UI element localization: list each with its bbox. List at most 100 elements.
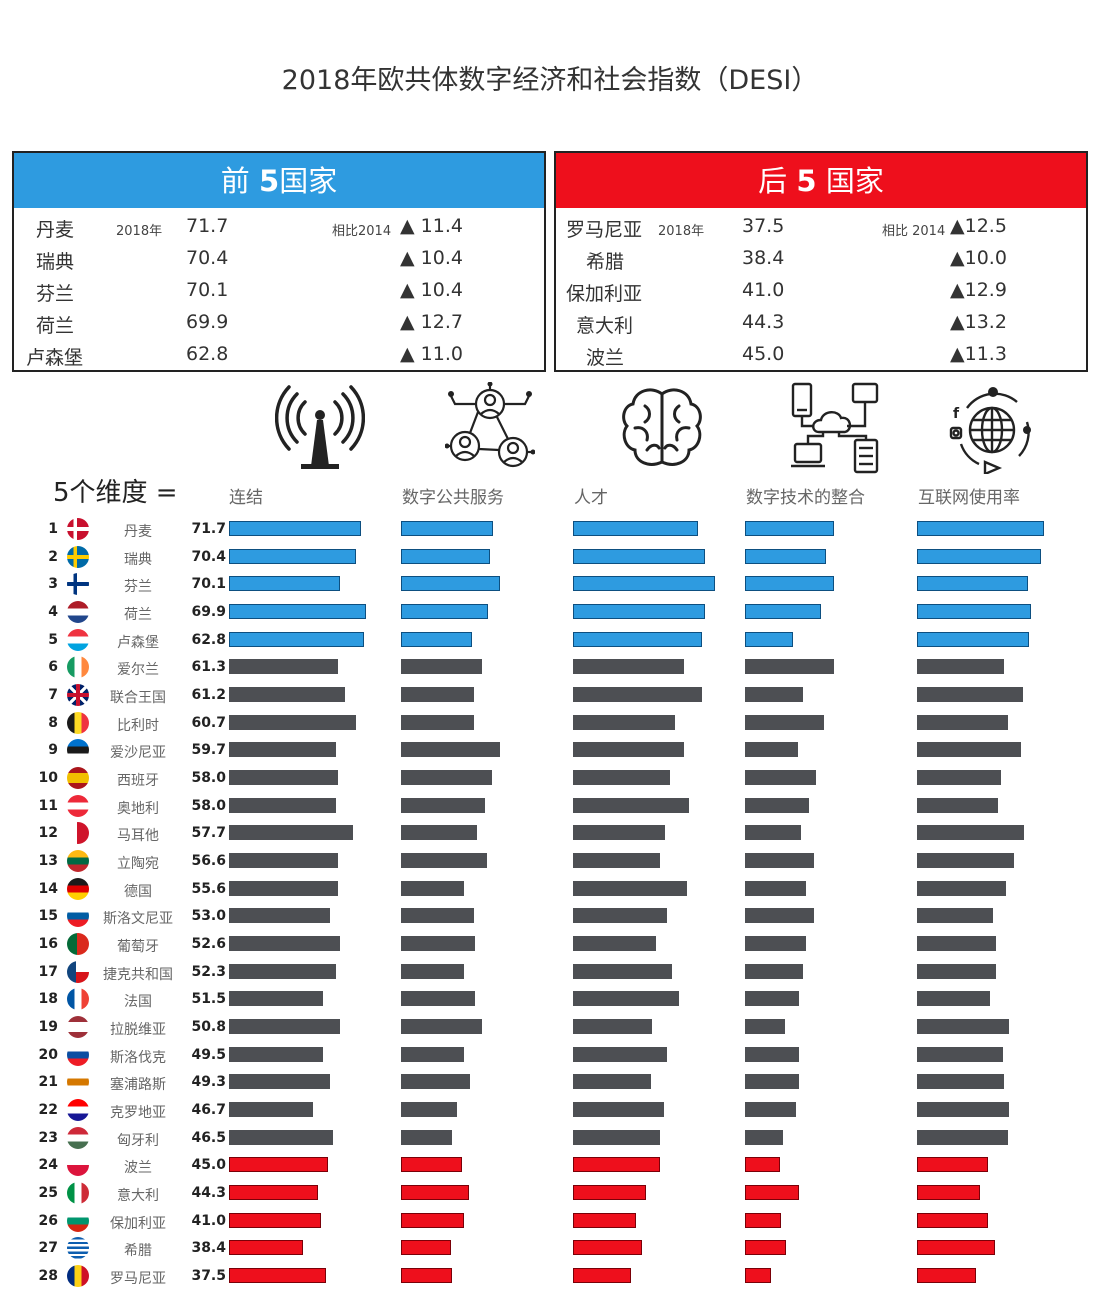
bar-5 [917,935,997,951]
country-name: 克罗地亚 [110,1104,166,1121]
bottom5-country: 希腊 [586,251,625,273]
table-row: 7 联合王国 61.2 [0,681,1100,709]
bar-3 [573,797,689,813]
desi-score: 37.5 [191,1267,226,1284]
bottom5-row: 希腊 38.4 ▲10.0 [556,243,1086,275]
desi-score: 61.3 [191,659,226,676]
table-row: 23 匈牙利 46.5 [0,1124,1100,1152]
table-row: 28 罗马尼亚 37.5 [0,1262,1100,1290]
rank-number: 27 [38,1240,58,1257]
desi-score: 60.7 [191,714,226,731]
country-name: 瑞典 [124,551,152,568]
top5-year-label: 2018年 [116,224,163,239]
top5-change: ▲ 11.4 [400,215,463,237]
bar-5 [917,714,1008,730]
flag-icon [67,988,89,1011]
flag-icon [67,932,89,955]
bar-4 [745,603,821,619]
country-name: 卢森堡 [117,634,159,651]
bottom5-country: 罗马尼亚 [566,219,643,241]
bar-1 [229,1267,327,1283]
table-row: 20 斯洛伐克 49.5 [0,1041,1100,1069]
bar-5 [917,1074,1005,1090]
bar-5 [917,1157,988,1173]
bar-5 [917,659,1005,675]
bar-3 [573,825,666,841]
bar-1 [229,880,338,896]
rank-number: 26 [38,1212,58,1229]
bar-1 [229,742,337,758]
top5-country: 芬兰 [36,283,75,305]
country-name: 法国 [124,994,152,1011]
country-name: 匈牙利 [117,1132,159,1149]
country-name: 斯洛伐克 [110,1049,166,1066]
desi-score: 55.6 [191,880,226,897]
country-name: 罗马尼亚 [110,1270,166,1287]
top5-header-suffix: 国家 [279,164,338,198]
bar-1 [229,769,338,785]
bar-5 [917,1212,988,1228]
flag-icon [67,794,89,817]
top5-score: 70.1 [186,279,229,301]
brain-icon [622,388,702,466]
desi-score: 51.5 [191,991,226,1008]
top5-header-number: 5 [259,164,280,198]
bar-3 [573,742,684,758]
desi-score: 45.0 [191,1157,226,1174]
table-row: 2 瑞典 70.4 [0,543,1100,571]
bar-5 [917,825,1025,841]
rank-number: 6 [48,659,58,676]
rank-number: 9 [48,742,58,759]
desi-score: 50.8 [191,1018,226,1035]
bottom5-country: 意大利 [576,315,634,337]
desi-score: 70.1 [191,576,226,593]
flag-icon [67,656,89,679]
bottom5-score: 38.4 [742,247,785,269]
bottom5-score: 37.5 [742,215,785,237]
bar-3 [573,880,687,896]
bar-2 [401,908,474,924]
country-name: 立陶宛 [117,855,159,872]
desi-score: 46.5 [191,1129,226,1146]
bottom5-country: 保加利亚 [566,283,643,305]
bar-4 [745,1101,797,1117]
bar-4 [745,963,803,979]
bottom5-change: ▲10.0 [950,247,1007,269]
bar-3 [573,1212,636,1228]
bar-2 [401,797,486,813]
bar-2 [401,1240,451,1256]
desi-score: 69.9 [191,603,226,620]
bar-1 [229,659,338,675]
bar-1 [229,686,345,702]
dimension-label-integration: 数字技术的整合 [746,488,865,508]
bar-1 [229,797,337,813]
desi-score: 52.3 [191,963,226,980]
rank-number: 3 [48,576,58,593]
country-name: 塞浦路斯 [110,1077,166,1094]
country-name: 联合王国 [110,689,166,706]
table-row: 26 保加利亚 41.0 [0,1207,1100,1235]
bar-4 [745,908,815,924]
bar-2 [401,521,494,536]
rank-number: 22 [38,1101,58,1118]
bar-1 [229,1184,319,1200]
bar-5 [917,991,990,1007]
bottom5-change: ▲11.3 [950,343,1007,365]
bottom5-header-prefix: 后 [758,164,788,198]
bar-3 [573,963,672,979]
bar-4 [745,935,807,951]
bar-1 [229,714,357,730]
table-row: 4 荷兰 69.9 [0,598,1100,626]
bottom5-header-suffix: 国家 [825,164,884,198]
desi-score: 58.0 [191,769,226,786]
bar-1 [229,548,357,564]
flag-icon [67,1098,89,1121]
bar-3 [573,1184,646,1200]
bottom5-country: 波兰 [586,347,625,369]
bar-5 [917,603,1031,619]
bar-2 [401,714,474,730]
bar-2 [401,1212,464,1228]
antenna-icon [275,385,365,469]
bar-1 [229,1212,322,1228]
bar-2 [401,880,464,896]
